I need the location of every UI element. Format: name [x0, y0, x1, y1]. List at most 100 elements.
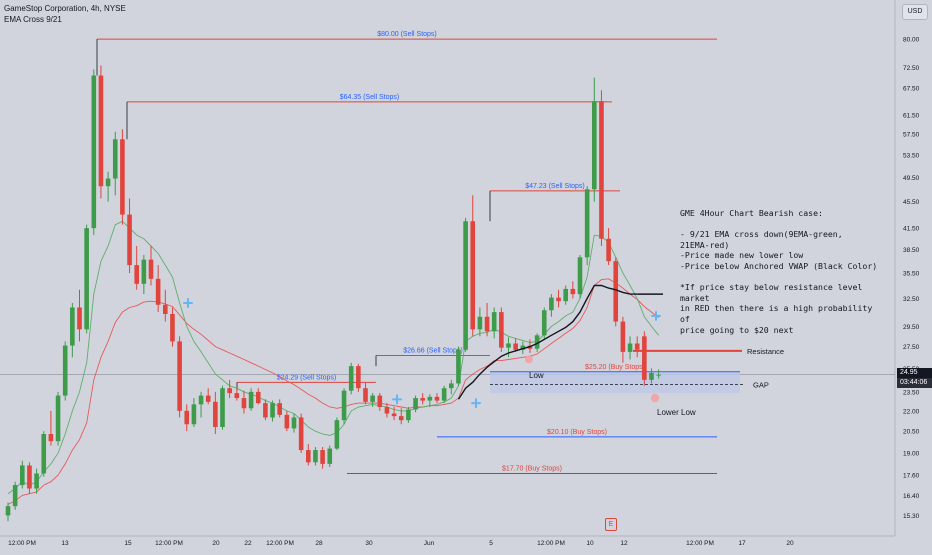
x-tick-label: 30: [365, 540, 373, 547]
y-tick-label: 23.50: [903, 389, 920, 396]
level-label: $47.23 (Sell Stops): [525, 183, 585, 190]
candle-body: [456, 349, 461, 384]
x-tick-label: 12:00 PM: [8, 540, 36, 547]
candle-body: [341, 390, 347, 421]
candle-body: [163, 304, 168, 314]
lower-low-marker: [650, 393, 660, 403]
candle-body: [384, 406, 390, 414]
candle-body: [441, 388, 447, 401]
y-tick-label: 15.30: [903, 513, 920, 520]
candle-body: [577, 257, 583, 295]
currency-button[interactable]: USD: [902, 4, 928, 20]
candle-body: [556, 297, 561, 302]
bar-countdown: 03:44:06: [897, 378, 932, 388]
anchored-vwap-line: [457, 284, 638, 400]
candle-body: [406, 409, 411, 421]
candle-body: [284, 414, 290, 429]
candle-body: [377, 395, 383, 407]
candle-body: [170, 313, 175, 342]
low-label: Low: [529, 371, 544, 380]
candle-body: [213, 401, 218, 428]
gap-zone: [490, 371, 740, 394]
y-tick-label: 80.00: [903, 37, 920, 44]
candle-body: [148, 259, 154, 279]
vwap-layer: [457, 284, 663, 400]
candle-body: [398, 416, 404, 421]
candle-layer: [5, 65, 661, 522]
candle-body: [191, 404, 197, 425]
candle-body: [220, 388, 225, 428]
candle-body: [55, 395, 61, 442]
ema-cross-marker: [392, 394, 402, 405]
y-tick-label: 17.60: [903, 473, 920, 480]
level-label: $25.20 (Buy Stops): [585, 364, 645, 371]
y-tick-label: 57.50: [903, 132, 920, 139]
gap-zone-layer: [490, 371, 745, 394]
candle-body: [470, 221, 476, 330]
candle-body: [620, 321, 626, 352]
y-tick-label: 49.50: [903, 175, 920, 182]
candle-body: [499, 312, 504, 348]
ema21-line: [7, 278, 659, 505]
level-label: $80.00 (Sell Stops): [377, 31, 437, 38]
symbol-title: GameStop Corporation, 4h, NYSE: [4, 4, 126, 13]
y-tick-label: 22.00: [903, 408, 920, 415]
candle-body: [127, 214, 132, 266]
candle-body: [241, 398, 247, 409]
candle-body: [513, 343, 518, 350]
candle-body: [270, 403, 275, 418]
candle-body: [177, 341, 182, 411]
x-tick-label: 17: [738, 540, 746, 547]
x-tick-label: 20: [212, 540, 220, 547]
candle-body: [298, 417, 304, 451]
x-tick-label: 10: [586, 540, 594, 547]
candle-body: [184, 410, 190, 425]
x-tick-label: 15: [124, 540, 132, 547]
x-tick-label: Jun: [424, 540, 435, 547]
candle-body: [263, 403, 268, 418]
candle-body: [205, 395, 211, 402]
ema21-layer: [7, 278, 659, 505]
candle-body: [420, 398, 425, 401]
candle-body: [642, 336, 647, 380]
y-tick-label: 67.50: [903, 86, 920, 93]
candle-body: [656, 374, 661, 376]
y-tick-label: 41.50: [903, 226, 920, 233]
candle-body: [463, 221, 468, 350]
candle-body: [427, 396, 433, 401]
candle-body: [434, 396, 440, 401]
candle-body: [534, 335, 540, 349]
ema-cross-marker: [471, 398, 481, 409]
candle-body: [320, 450, 325, 464]
x-tick-label: 5: [489, 540, 493, 547]
x-tick-label: 12:00 PM: [266, 540, 294, 547]
y-tick-label: 72.50: [903, 65, 920, 72]
candle-body: [227, 388, 232, 394]
candle-body: [34, 473, 39, 489]
candle-body: [313, 450, 318, 463]
candle-body: [541, 310, 547, 336]
candle-body: [248, 391, 254, 409]
candle-body: [41, 434, 47, 474]
earnings-badge[interactable]: E: [605, 518, 617, 531]
candle-body: [112, 139, 118, 179]
candle-body: [370, 395, 375, 402]
candle-body: [306, 450, 311, 463]
candle-body: [363, 388, 368, 402]
y-tick-label: 29.50: [903, 324, 920, 331]
ema9-layer: [7, 220, 659, 495]
candle-body: [155, 278, 161, 305]
x-tick-label: 12:00 PM: [686, 540, 714, 547]
candle-body: [105, 178, 111, 187]
candle-body: [77, 307, 82, 330]
candle-body: [70, 307, 75, 346]
indicator-label: EMA Cross 9/21: [4, 15, 62, 24]
candle-body: [334, 420, 340, 449]
level-label: $26.66 (Sell Stops): [403, 348, 463, 355]
level-label: $17.70 (Buy Stops): [502, 465, 562, 472]
ema-cross-marker: [651, 310, 661, 321]
candle-body: [98, 75, 104, 187]
ema-cross-marker: [183, 297, 193, 308]
